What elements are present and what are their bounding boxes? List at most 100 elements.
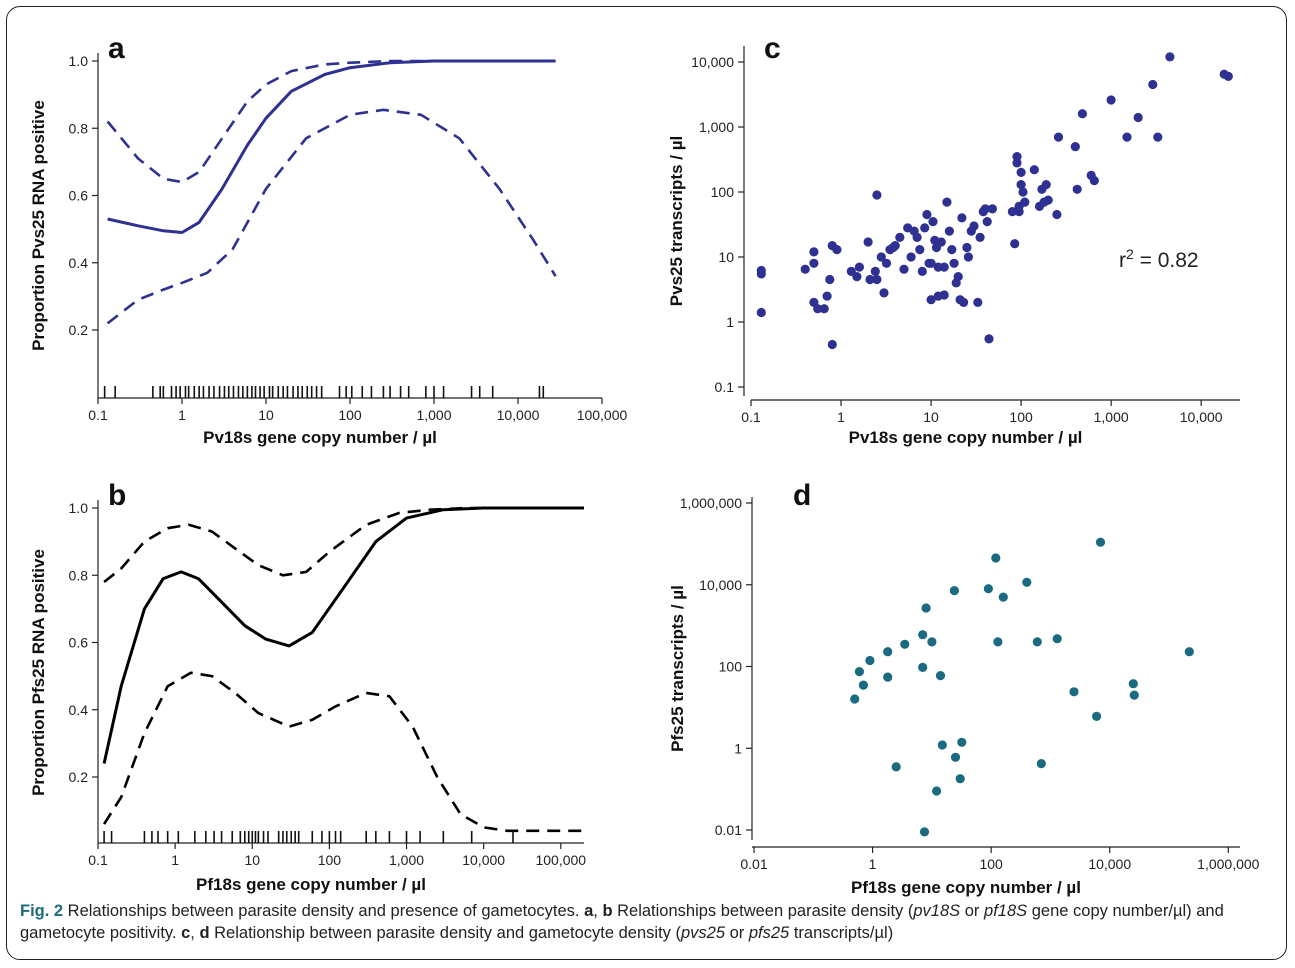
scatter-point [883,672,893,682]
caption-gene-pf18s: pf18S [984,902,1028,920]
scatter-point [1089,176,1099,186]
scatter-point [949,258,959,268]
scatter-point [1122,132,1132,142]
scatter-point [1016,167,1026,177]
caption-sentence-2a: Relationships between parasite density ( [612,902,914,920]
scatter-point [1032,637,1042,647]
x-tick-label: 0.1 [88,852,108,868]
y-tick-label: 1 [734,740,742,756]
scatter-point [912,232,922,242]
x-tick-label: 1,000 [1094,409,1129,425]
scatter-point [1007,207,1018,217]
y-tick-label: 0.6 [69,188,89,204]
scatter-point [926,258,936,268]
y-axis-title: Proportion Pvs25 RNA positive [29,100,48,351]
y-tick-label: 1.0 [69,53,89,69]
y-tick-label: 0.1 [715,379,735,395]
scatter-point [918,662,928,673]
scatter-point [984,334,994,344]
scatter-point [895,232,905,242]
scatter-point [1077,109,1087,119]
scatter-point [1153,132,1163,142]
scatter-point [921,603,931,613]
caption-or: or [960,902,985,920]
x-tick-label: 0.1 [741,409,761,425]
rug-marks [103,386,545,398]
chart-panel-c: c 0.1 1 10 100 1,000 10,000 0.1 1 10 100 1,000 10,00… [667,32,1240,447]
scatter-point [900,639,910,649]
scatter-point [980,204,990,214]
y-tick-label: 0.6 [69,635,89,651]
scatter-point [939,290,949,300]
scatter-point [756,269,766,279]
y-axis-title: Pvs25 transcripts / µl [667,136,686,306]
scatter-point [1016,180,1026,190]
fitted-curve [107,59,556,234]
scatter-point [852,272,862,282]
y-tick-label: 0.4 [69,702,89,718]
scatter-point [832,245,842,255]
scatter-point [939,262,949,272]
scatter-point [1012,152,1022,162]
scatter-point [1128,679,1138,689]
chart-panel-a: a 0.2 0.4 0.6 0.8 1.0 0.1 1 10 100 1,000 10,000 100,… [29,32,628,447]
scatter-point [879,288,889,298]
scatter-point [1106,95,1116,105]
figure-frame [6,6,1287,960]
caption-sentence-3b: transcripts/µl) [789,924,894,942]
y-tick-label: 100 [719,659,743,675]
scatter-point [963,252,974,262]
scatter-point [975,232,985,242]
scatter-point [850,694,860,704]
scatter-point [955,774,965,784]
fitted-curve [102,506,584,764]
scatter-point [1012,158,1022,168]
x-tick-label: 0.01 [740,856,767,872]
scatter-point [953,272,963,282]
scatter-point [890,241,900,251]
x-tick-label: 100,000 [577,407,628,423]
caption-separator: , [190,924,200,942]
x-axis-title: Pv18s gene copy number / µl [849,428,1083,447]
scatter-point [918,630,928,640]
scatter-point [1022,577,1032,587]
scatter-point [1041,180,1051,190]
scatter-point [932,786,942,796]
y-tick-label: 0.4 [69,255,89,271]
scatter-point [854,262,865,272]
scatter-point [928,217,938,227]
y-tick-label: 10,000 [691,54,734,70]
scatter-point [1020,197,1030,207]
y-tick-label: 0.8 [69,567,89,583]
chart-panel-b: b 0.2 0.4 0.6 0.8 1.0 0.1 1 10 100 1,000 10,000 100,… [29,479,586,894]
x-tick-label: 100 [338,407,362,423]
y-tick-label: 0.2 [69,322,89,338]
scatter-point [1029,165,1039,175]
scatter-point [1092,711,1102,722]
x-tick-label: 100 [979,856,1003,872]
chart-panel-d: d 0.01 1 100 10,000 1,000,000 0.01 1 100 10,000 1,… [668,479,1260,897]
confidence-bound-curve [103,506,584,584]
y-axis-title: Proportion Pfs25 RNA positive [29,549,48,796]
x-tick-label: 100 [1009,409,1033,425]
scatter-point [942,197,952,207]
r-squared-base: r [1119,249,1126,272]
scatter-point [825,274,835,285]
scatter-point [1129,690,1139,700]
scatter-point [899,264,909,274]
caption-sentence-3a: Relationship between parasite density an… [209,924,681,942]
panel-letter-d: d [793,479,811,512]
caption-panel-ref-a: a [584,902,594,920]
x-axis-title: Pv18s gene copy number / µl [203,428,437,447]
scatter-point [920,223,930,233]
scatter-point [1184,647,1194,657]
scatter-point [854,667,865,677]
caption-panel-ref-c: c [181,924,191,942]
y-tick-label: 10 [718,249,734,265]
scatter-point [1095,537,1106,547]
rug-marks [103,831,514,843]
scatter-point [865,655,875,666]
scatter-point [872,190,882,200]
scatter-point [870,266,880,276]
